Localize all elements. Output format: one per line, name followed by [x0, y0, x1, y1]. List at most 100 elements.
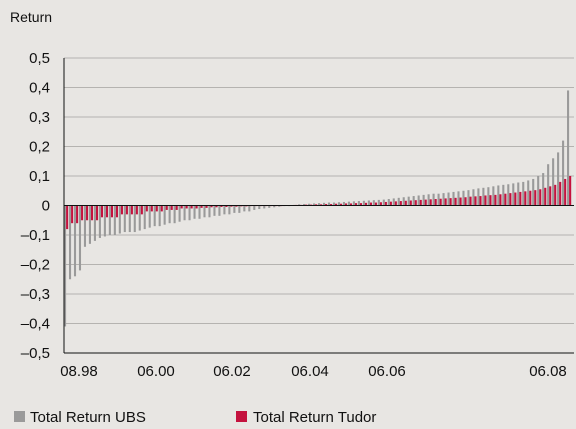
bar-ubs	[557, 152, 560, 206]
bar-ubs	[118, 205, 121, 234]
y-tick-label: 0,4	[29, 80, 50, 97]
y-tick-label: 0,5	[29, 50, 50, 67]
bar-tudor	[120, 205, 123, 215]
bar-ubs	[64, 205, 67, 327]
bar-ubs	[88, 205, 91, 244]
bar-tudor	[364, 202, 368, 206]
bar-ubs	[522, 181, 525, 206]
legend-label-tudor: Total Return Tudor	[253, 409, 376, 426]
bar-ubs	[318, 203, 321, 206]
bar-tudor	[165, 205, 168, 210]
bar-ubs	[382, 199, 385, 206]
bar-ubs	[437, 193, 440, 206]
y-tick-label: 0,2	[29, 139, 50, 156]
bar-tudor	[384, 201, 387, 206]
bar-ubs	[223, 205, 226, 215]
bar-tudor	[389, 201, 392, 206]
bar-tudor	[564, 178, 567, 206]
y-tick-label: –0,4	[21, 316, 50, 333]
bar-tudor	[76, 205, 79, 224]
bar-ubs	[103, 205, 106, 237]
bar-tudor	[474, 196, 477, 206]
bar-ubs	[263, 205, 266, 209]
bar-ubs	[68, 205, 72, 280]
bar-ubs	[507, 184, 510, 206]
legend: Total Return UBS Total Return Tudor	[14, 409, 376, 426]
bar-tudor	[66, 205, 69, 230]
bar-tudor	[155, 205, 158, 212]
bar-ubs	[133, 205, 136, 233]
bar-ubs	[327, 202, 331, 206]
bar-tudor	[170, 205, 173, 210]
legend-label-ubs: Total Return UBS	[30, 409, 146, 426]
bar-tudor	[359, 203, 363, 206]
bar-tudor	[160, 205, 163, 212]
bar-tudor	[180, 205, 183, 209]
bar-ubs	[173, 205, 176, 224]
bar-ubs	[417, 195, 420, 206]
bar-tudor	[429, 199, 432, 206]
bar-tudor	[210, 205, 213, 208]
x-tick-label: 06.00	[137, 363, 175, 380]
bar-ubs	[542, 173, 545, 206]
x-tick-label: 08.98	[60, 363, 98, 380]
bar-ubs	[298, 204, 301, 206]
bar-ubs	[228, 205, 231, 215]
bar-ubs	[337, 202, 341, 206]
x-tick-label: 06.08	[529, 363, 567, 380]
bar-ubs	[243, 205, 246, 212]
y-axis-title: Return	[10, 9, 52, 25]
bar-tudor	[225, 205, 228, 207]
bar-ubs	[432, 193, 435, 206]
bar-ubs	[163, 205, 166, 225]
bar-tudor	[230, 205, 233, 207]
bar-ubs	[407, 196, 410, 206]
bar-tudor	[325, 204, 328, 206]
bar-tudor	[399, 201, 402, 206]
bar-ubs	[442, 193, 445, 206]
bar-tudor	[464, 197, 467, 206]
bar-ubs	[73, 205, 77, 277]
bar-ubs	[83, 205, 87, 247]
bar-tudor	[469, 196, 472, 206]
bar-tudor	[529, 190, 532, 206]
x-tick-labels: 08.98 06.00 06.02 06.04 06.06 06.08	[60, 363, 567, 380]
bar-tudor	[200, 205, 203, 208]
legend-swatch-ubs	[14, 411, 25, 422]
bar-ubs	[138, 205, 141, 231]
bar-ubs	[113, 205, 116, 235]
bar-ubs	[342, 201, 345, 206]
bar-ubs	[248, 205, 251, 212]
bar-ubs	[392, 198, 395, 206]
bar-tudor	[150, 205, 153, 212]
y-tick-label: –0,3	[21, 286, 50, 303]
bar-ubs	[492, 186, 495, 206]
y-tick-labels: 0,5 0,4 0,3 0,2 0,1 0 –0,1 –0,2 –0,3 –0,4 –0,5	[21, 50, 50, 362]
bar-tudor	[489, 195, 492, 206]
bar-tudor	[320, 204, 323, 206]
bar-ubs	[412, 196, 415, 206]
bar-ubs	[153, 205, 156, 227]
bar-tudor	[554, 184, 557, 206]
bar-ubs	[352, 201, 355, 206]
bar-ubs	[457, 191, 460, 206]
legend-swatch-tudor	[236, 411, 247, 422]
bar-tudor	[140, 205, 143, 215]
bar-ubs	[308, 203, 311, 206]
bar-ubs	[367, 200, 370, 206]
bar-ubs	[303, 204, 306, 206]
bar-ubs	[332, 202, 336, 206]
y-tick-label: 0,3	[29, 109, 50, 126]
bar-tudor	[509, 193, 512, 206]
bar-ubs	[502, 184, 505, 206]
bar-tudor	[145, 205, 148, 212]
bar-ubs	[497, 185, 500, 206]
bar-ubs	[313, 203, 316, 206]
bar-ubs	[562, 140, 565, 206]
bar-tudor	[549, 186, 552, 206]
bar-ubs	[547, 164, 550, 206]
bar-ubs	[427, 194, 430, 206]
bar-ubs	[108, 205, 111, 235]
bar-tudor	[110, 205, 114, 218]
bar-ubs	[273, 205, 276, 208]
